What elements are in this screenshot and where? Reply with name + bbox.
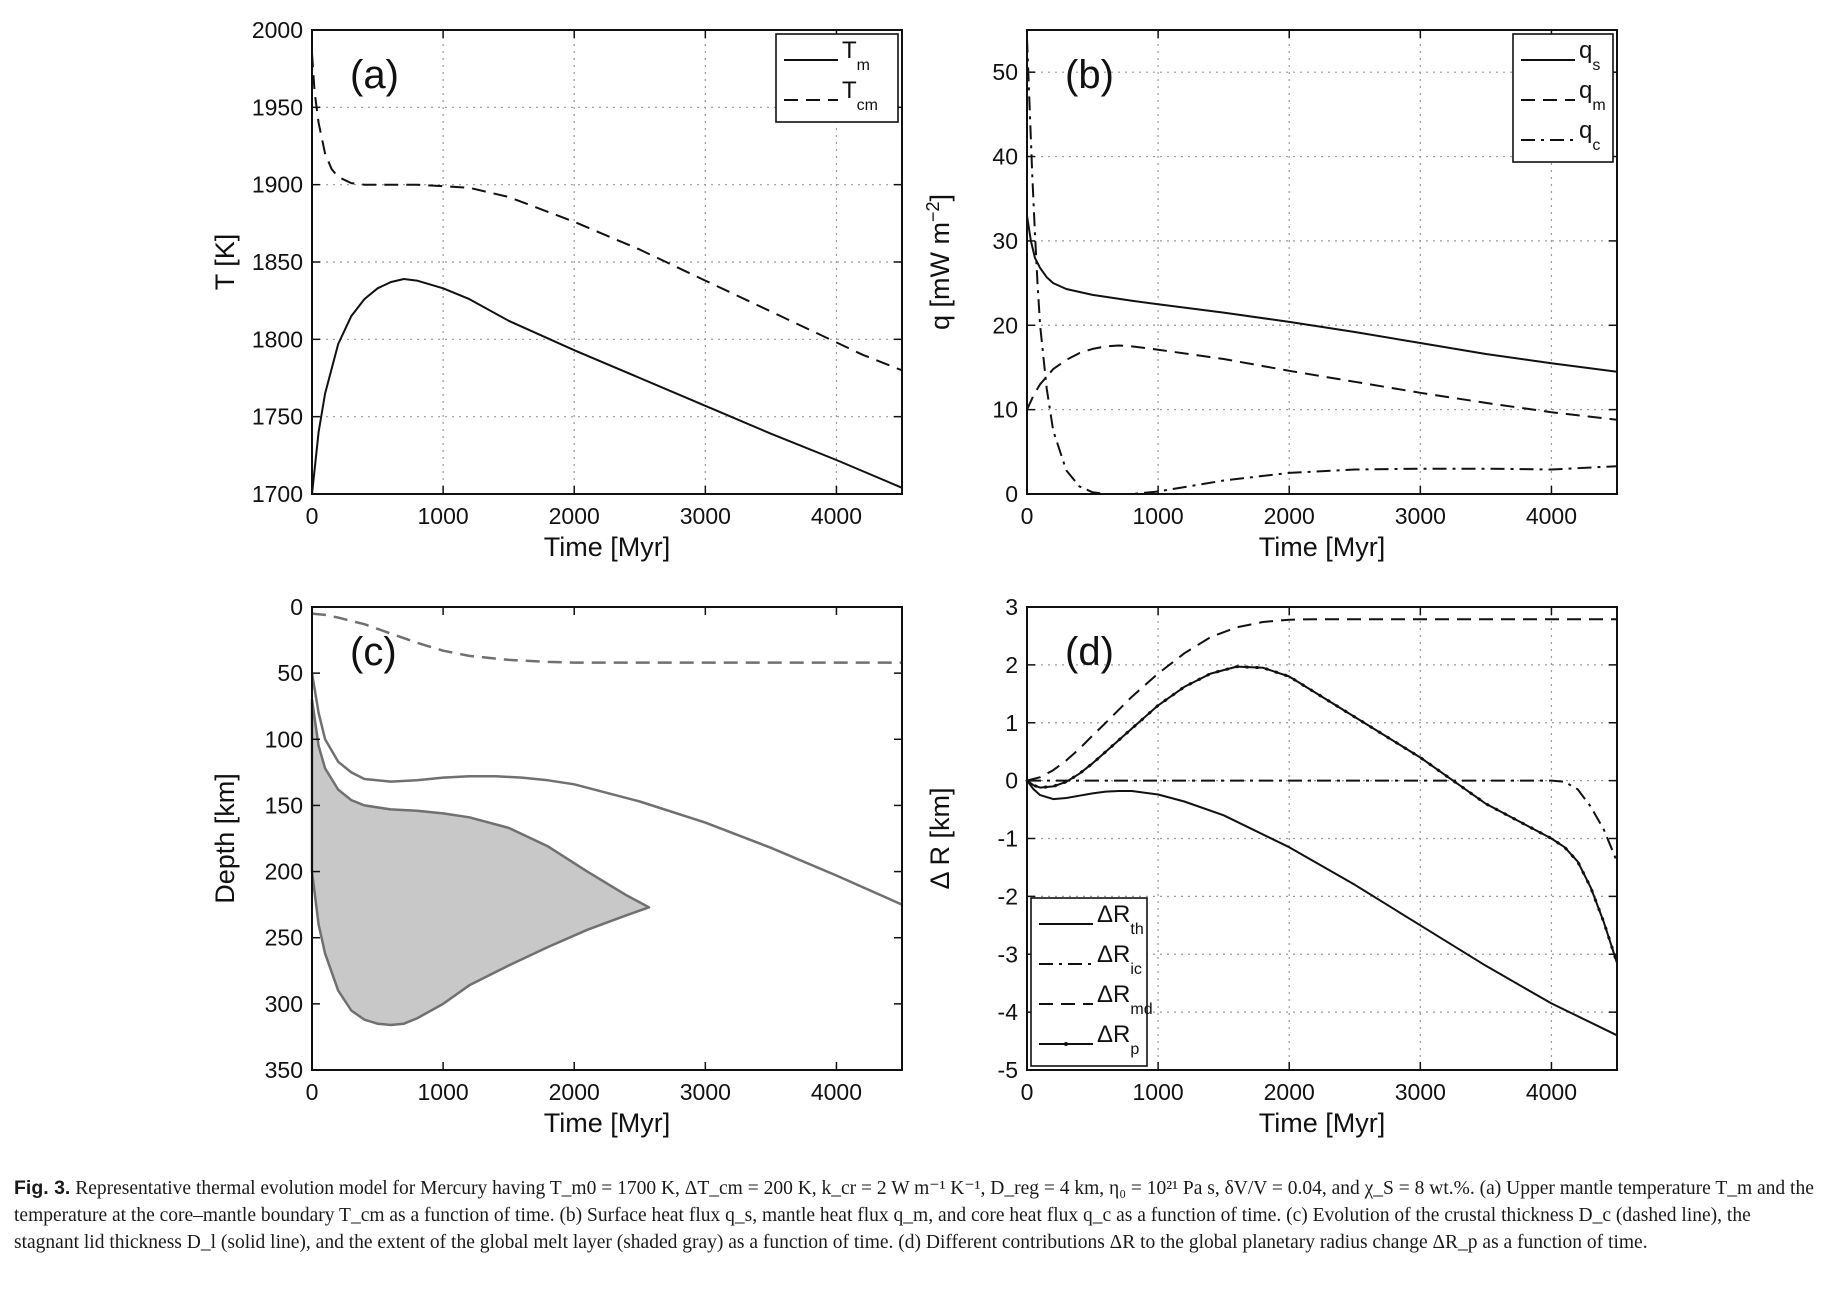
- series-line-b-1: [1026, 344, 1618, 421]
- y-tick-label: 0: [1005, 768, 1018, 794]
- y-tick-label: 40: [992, 144, 1018, 170]
- y-axis-label: Δ R [km]: [925, 787, 955, 889]
- y-tick-label: 350: [265, 1057, 303, 1083]
- x-tick-label: 1000: [418, 1079, 469, 1105]
- y-tick-label: 2000: [252, 17, 303, 43]
- panel-label: (d): [1065, 630, 1114, 674]
- series-line-d-1: [1027, 779, 1618, 862]
- x-tick-label: 0: [306, 1079, 319, 1105]
- panel-b-heat-flux-chart: 0 1000 2000 3000 4000 0 10 20 30 40 50 Time [Myr] q …: [923, 29, 1618, 562]
- panel-label: (c): [350, 630, 397, 674]
- series-line-c-1: [310, 672, 903, 906]
- y-tick-label: 10: [992, 397, 1018, 423]
- y-tick-label: 1900: [252, 172, 303, 198]
- x-tick-label: 4000: [1526, 1079, 1577, 1105]
- series-dots-d-3: [1025, 665, 1619, 965]
- caption-label: Fig. 3.: [14, 1177, 71, 1199]
- series-line-d-2: [1026, 618, 1617, 782]
- y-axis-label: q [mW m−2]: [923, 194, 955, 330]
- y-tick-label: 1: [1005, 710, 1018, 736]
- panel-label: (b): [1065, 53, 1114, 97]
- y-tick-label: 200: [265, 859, 303, 885]
- y-tick-label: -4: [998, 999, 1019, 1025]
- y-tick-label: 0: [1005, 481, 1018, 507]
- x-tick-label: 2000: [1264, 503, 1315, 529]
- y-tick-label: 30: [992, 228, 1018, 254]
- x-tick-label: 2000: [549, 503, 600, 529]
- series-line-b-0: [1026, 215, 1618, 373]
- x-tick-label: 4000: [811, 503, 862, 529]
- y-tick-label: 0: [290, 594, 303, 620]
- x-tick-label: 3000: [1395, 1079, 1446, 1105]
- caption-text: Representative thermal evolution model f…: [14, 1178, 1814, 1253]
- y-tick-label: 1700: [252, 481, 303, 507]
- figure-canvas: 0 1000 2000 3000 400017001750180018501900195…: [210, 17, 1619, 1138]
- panel-d-radius-change-chart: 0 1000 2000 3000 4000 -5 -4 -3 -2 -1 0 1 2 3 Time [Myr…: [925, 594, 1619, 1138]
- y-tick-label: 50: [992, 59, 1018, 85]
- x-tick-label: 1000: [418, 503, 469, 529]
- x-axis-label: Time [Myr]: [1259, 1108, 1385, 1138]
- figure-caption: Fig. 3. Representative thermal evolution…: [14, 1175, 1814, 1256]
- y-tick-label: -2: [998, 883, 1018, 909]
- x-tick-label: 2000: [549, 1079, 600, 1105]
- plot-frame: [1026, 29, 1618, 495]
- y-axis-label: Depth [km]: [210, 773, 240, 904]
- series-line-d-0: [1026, 779, 1618, 1037]
- series-line-a-0: [311, 278, 903, 495]
- x-tick-label: 4000: [1526, 503, 1577, 529]
- y-tick-label: 1850: [252, 249, 303, 275]
- y-tick-label: 1950: [252, 94, 303, 120]
- series-line-a-1: [311, 53, 903, 372]
- x-tick-label: 2000: [1264, 1079, 1315, 1105]
- legend-box: [1030, 897, 1148, 1067]
- y-tick-label: 150: [265, 792, 303, 818]
- x-tick-label: 3000: [680, 503, 731, 529]
- y-tick-label: 50: [277, 660, 303, 686]
- x-tick-label: 3000: [680, 1079, 731, 1105]
- y-tick-label: 300: [265, 991, 303, 1017]
- y-tick-label: 3: [1005, 594, 1018, 620]
- plot-frame: [311, 606, 903, 1071]
- y-axis-label: T [K]: [210, 234, 240, 291]
- y-tick-label: 100: [265, 726, 303, 752]
- series-line-b-2: [1026, 38, 1618, 495]
- x-tick-label: 0: [1021, 503, 1034, 529]
- x-tick-label: 1000: [1133, 1079, 1184, 1105]
- panel-label: (a): [350, 53, 399, 97]
- y-tick-label: 1750: [252, 404, 303, 430]
- y-tick-label: 1800: [252, 326, 303, 352]
- y-tick-label: -5: [998, 1057, 1018, 1083]
- x-axis-label: Time [Myr]: [544, 532, 670, 562]
- legend-box: [775, 33, 899, 123]
- x-tick-label: 4000: [811, 1079, 862, 1105]
- melt-layer-area: [310, 698, 651, 1027]
- y-tick-label: 20: [992, 312, 1018, 338]
- series-line-c-0: [311, 612, 902, 664]
- x-axis-label: Time [Myr]: [544, 1108, 670, 1138]
- panel-c-depth-chart: 0 1000 2000 3000 4000 0 50 100 150 200 250 300 350 Ti…: [210, 594, 903, 1138]
- y-tick-label: -1: [998, 826, 1018, 852]
- x-tick-label: 3000: [1395, 503, 1446, 529]
- x-tick-label: 0: [1021, 1079, 1034, 1105]
- x-tick-label: 0: [306, 503, 319, 529]
- y-tick-label: 2: [1005, 652, 1018, 678]
- y-tick-label: 250: [265, 925, 303, 951]
- x-axis-label: Time [Myr]: [1259, 532, 1385, 562]
- y-tick-label: -3: [998, 941, 1018, 967]
- legend-swatch-dot: [1064, 1042, 1068, 1046]
- panel-a-temperature-chart: 0 1000 2000 3000 4000 1700 1750 1800 1850 1900 195…: [210, 17, 903, 562]
- x-tick-label: 1000: [1133, 503, 1184, 529]
